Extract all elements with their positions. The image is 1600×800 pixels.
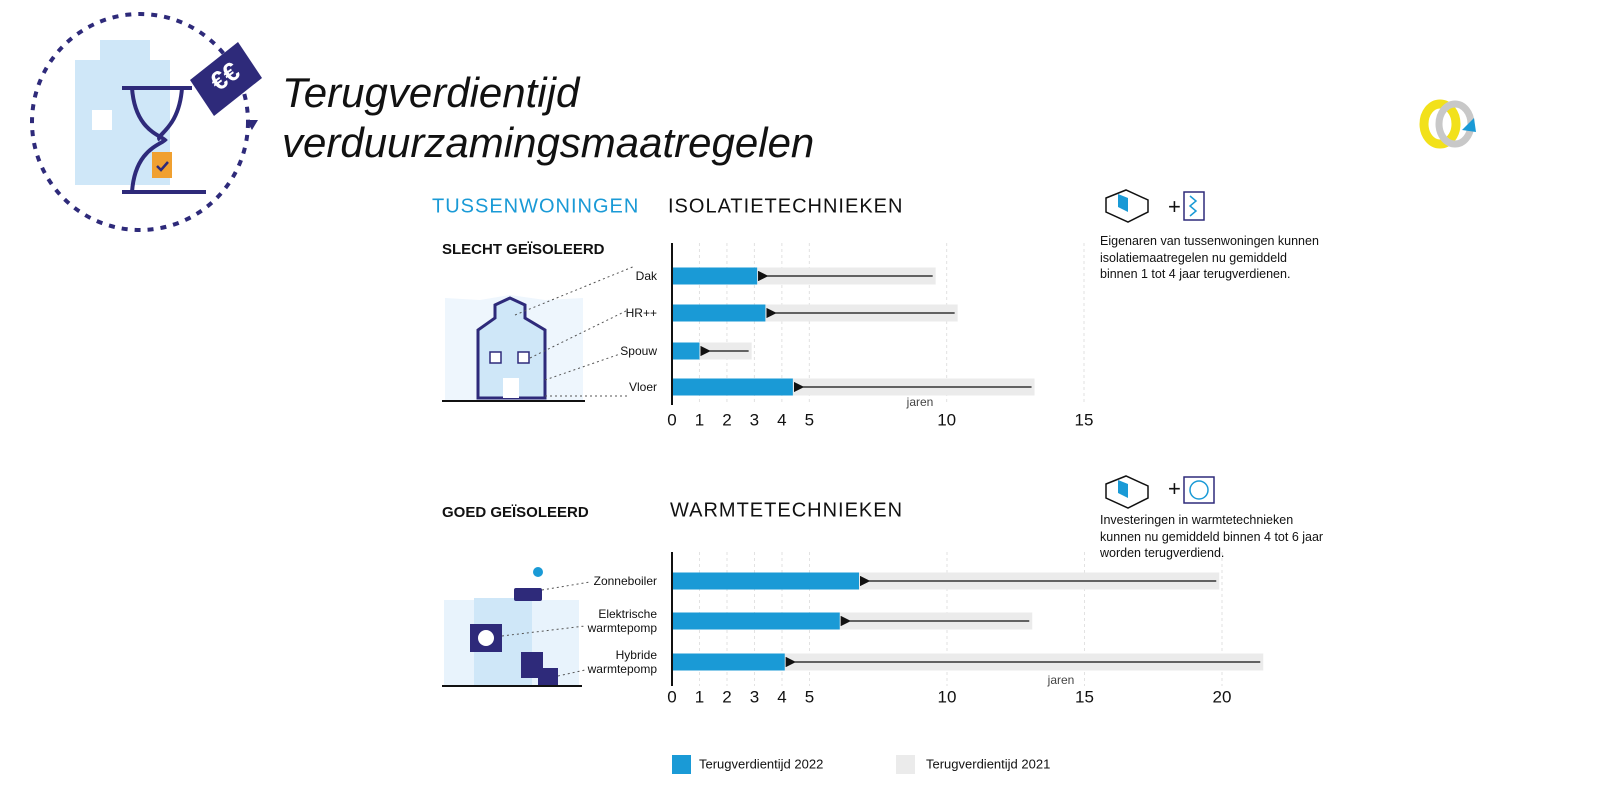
annotation: Investeringen in warmtetechnieken kunnen… <box>1100 513 1324 560</box>
bar-2022 <box>672 653 785 671</box>
bar-2022 <box>672 572 859 590</box>
section-title: TUSSENWONINGEN <box>432 195 639 217</box>
title-line: verduurzamingsmaatregelen <box>282 119 814 166</box>
svg-text:+: + <box>1168 476 1181 501</box>
legend-swatch <box>896 755 915 774</box>
note-icon: + <box>1105 189 1205 223</box>
chart-title: ISOLATIETECHNIEKEN <box>668 195 903 217</box>
legend-label: Terugverdientijd 2021 <box>926 756 1050 771</box>
x-tick-label: 4 <box>777 687 786 706</box>
annotation: Eigenaren van tussenwoningen kunnen isol… <box>1100 234 1319 281</box>
category-label: Elektrische warmtepomp <box>587 607 657 635</box>
x-tick-label: 20 <box>1213 687 1232 706</box>
x-tick-label: 1 <box>695 410 704 429</box>
bar-2022 <box>672 378 793 396</box>
logo <box>1419 99 1476 149</box>
x-tick-label: 10 <box>937 410 956 429</box>
x-tick-label: 0 <box>667 687 676 706</box>
note-icon: + <box>1105 475 1215 509</box>
category-label: Dak <box>635 269 657 283</box>
x-tick-label: 0 <box>667 410 676 429</box>
x-tick-label: 1 <box>695 687 704 706</box>
house-illustration <box>442 265 636 402</box>
chart-subtitle: SLECHT GEÏSOLEERD <box>442 241 605 258</box>
legend-swatch <box>672 755 691 774</box>
x-tick-label: 15 <box>1075 410 1094 429</box>
header-icon: €€ <box>30 12 262 232</box>
category-label: HR++ <box>625 306 657 320</box>
category-label: Vloer <box>628 380 657 394</box>
x-axis-label: jaren <box>906 395 934 409</box>
x-tick-label: 10 <box>938 687 957 706</box>
bar-2022 <box>672 612 840 630</box>
svg-text:+: + <box>1168 194 1181 219</box>
category-label: Spouw <box>620 344 657 358</box>
x-tick-label: 2 <box>722 410 731 429</box>
x-axis-label: jaren <box>1047 673 1075 687</box>
title-line: Terugverdientijd <box>282 69 581 116</box>
category-label: Hybride warmtepomp <box>587 648 657 676</box>
chart-subtitle: GOED GEÏSOLEERD <box>442 504 589 521</box>
chart-title: WARMTETECHNIEKEN <box>670 499 903 521</box>
x-tick-label: 2 <box>722 687 731 706</box>
legend-label: Terugverdientijd 2022 <box>699 756 823 771</box>
x-tick-label: 5 <box>805 687 814 706</box>
bar-2022 <box>672 304 766 322</box>
x-tick-label: 5 <box>805 410 814 429</box>
house-illustration <box>442 567 591 687</box>
category-label: Zonneboiler <box>593 574 657 588</box>
x-tick-label: 3 <box>750 410 759 429</box>
x-tick-label: 4 <box>777 410 786 429</box>
x-tick-label: 15 <box>1075 687 1094 706</box>
bar-2022 <box>672 267 758 285</box>
bar-2022 <box>672 342 700 360</box>
x-tick-label: 3 <box>750 687 759 706</box>
